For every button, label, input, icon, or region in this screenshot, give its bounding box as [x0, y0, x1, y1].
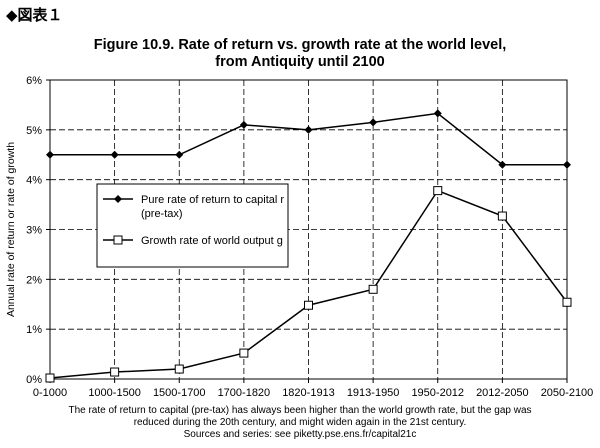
x-tick-label: 2012-2050	[476, 387, 529, 399]
x-tick-label: 1500-1700	[153, 387, 206, 399]
page-heading: ◆図表１	[6, 6, 63, 24]
y-tick-label: 5%	[26, 125, 42, 137]
legend-marker-diamond	[114, 195, 122, 203]
series-diamond	[46, 109, 571, 169]
y-tick-label: 0%	[26, 374, 42, 386]
legend-label-r-line-1: Pure rate of return to capital r	[141, 194, 284, 206]
chart-title-line-2: from Antiquity until 2100	[215, 54, 385, 70]
footnote-line-1: The rate of return to capital (pre-tax) …	[68, 405, 532, 416]
data-point-square	[368, 284, 378, 294]
x-tick-label: 1820-1913	[282, 387, 335, 399]
x-tick-label: 1913-1950	[347, 387, 400, 399]
legend-label-r-line-2: (pre-tax)	[141, 208, 183, 220]
chart-title-line-1: Figure 10.9. Rate of return vs. growth r…	[93, 37, 507, 53]
data-point-diamond	[239, 120, 248, 129]
data-point-diamond	[369, 118, 378, 127]
legend-box	[96, 183, 289, 268]
legend: Pure rate of return to capital r (pre-ta…	[96, 183, 289, 268]
y-tick-label: 2%	[26, 274, 42, 286]
legend-label-g: Growth rate of world output g	[141, 235, 283, 247]
x-tick-label: 0-1000	[33, 387, 67, 399]
data-point-diamond	[433, 109, 442, 118]
y-tick-label: 6%	[26, 75, 42, 87]
y-tick-label: 1%	[26, 324, 42, 336]
data-point-square	[45, 373, 55, 383]
data-point-diamond	[563, 160, 571, 169]
data-point-diamond	[46, 150, 54, 159]
y-tick-label: 4%	[26, 175, 42, 187]
data-point-square	[497, 211, 507, 221]
data-point-square	[433, 186, 443, 196]
data-point-square	[304, 300, 313, 310]
x-axis-ticks: 0-1000 1000-1500 1500-1700 1700-1820 1820-19…	[33, 379, 593, 399]
y-axis-ticks: 0% 1% 2% 3% 4% 5% 6%	[26, 75, 50, 386]
data-point-square	[110, 367, 120, 377]
x-tick-label: 1000-1500	[88, 387, 141, 399]
series-layer	[45, 109, 572, 383]
x-tick-label: 1950-2012	[411, 387, 464, 399]
footnote-sources: Sources and series: see piketty.pse.ens.…	[183, 429, 417, 440]
x-tick-label: 2050-2100	[541, 387, 594, 399]
y-tick-label: 3%	[26, 225, 42, 237]
x-tick-label: 1700-1820	[218, 387, 271, 399]
data-point-diamond	[304, 125, 313, 134]
data-point-diamond	[175, 150, 184, 159]
data-point-square	[239, 348, 249, 358]
data-point-diamond	[498, 160, 507, 169]
y-axis-label: Annual rate of return or rate of growth	[5, 142, 17, 317]
footnote-line-2: reduced during the 20th century, and mig…	[133, 417, 467, 428]
data-point-square	[174, 364, 184, 374]
data-point-diamond	[110, 150, 119, 159]
legend-marker-square	[113, 235, 123, 245]
series-square	[45, 186, 572, 383]
data-point-square	[562, 297, 572, 307]
